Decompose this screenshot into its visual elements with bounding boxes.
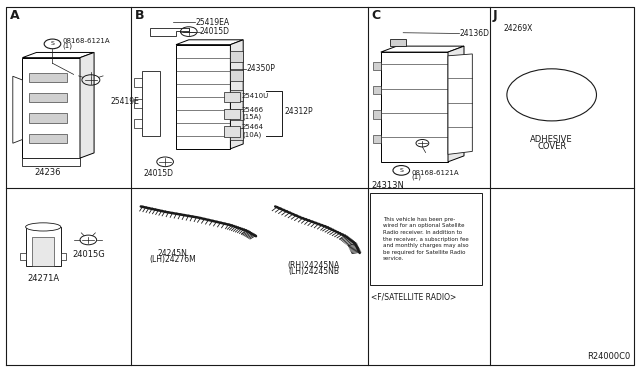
Bar <box>373 135 381 143</box>
Bar <box>230 90 243 101</box>
Text: 24271A: 24271A <box>28 274 60 283</box>
Text: 24313N: 24313N <box>371 181 404 190</box>
Text: (LH)24245NB: (LH)24245NB <box>288 267 339 276</box>
Polygon shape <box>22 158 80 166</box>
Polygon shape <box>13 76 22 143</box>
Bar <box>134 119 142 128</box>
Text: 24269X: 24269X <box>504 25 533 33</box>
Text: B: B <box>134 9 144 22</box>
Bar <box>20 253 26 260</box>
Text: This vehicle has been pre-
wired for an optional Satellite
Radio receiver. In ad: This vehicle has been pre- wired for an … <box>383 217 468 261</box>
Bar <box>230 51 243 62</box>
Bar <box>134 99 142 108</box>
Text: S: S <box>399 168 403 173</box>
FancyBboxPatch shape <box>224 126 240 137</box>
Text: (1): (1) <box>412 174 422 180</box>
Bar <box>373 62 381 70</box>
Text: S: S <box>51 41 54 46</box>
Bar <box>390 39 406 46</box>
Bar <box>373 86 381 94</box>
Bar <box>381 52 448 162</box>
FancyBboxPatch shape <box>224 92 240 102</box>
Text: A: A <box>10 9 19 22</box>
Bar <box>26 227 61 266</box>
Ellipse shape <box>26 223 61 231</box>
Text: 24136D: 24136D <box>460 29 490 38</box>
Text: R24000C0: R24000C0 <box>587 352 630 361</box>
Text: C: C <box>371 9 380 22</box>
Bar <box>230 70 243 81</box>
Polygon shape <box>80 52 94 158</box>
Text: J: J <box>493 9 497 22</box>
Polygon shape <box>448 46 464 162</box>
Polygon shape <box>176 40 243 45</box>
Text: 24245N: 24245N <box>158 249 188 258</box>
Text: <F/SATELLITE RADIO>: <F/SATELLITE RADIO> <box>371 292 456 301</box>
Bar <box>29 73 67 82</box>
Bar <box>176 45 230 149</box>
Bar <box>22 58 80 158</box>
Bar <box>134 78 142 87</box>
Bar <box>230 128 243 140</box>
Text: 25464
(10A): 25464 (10A) <box>242 124 264 138</box>
Text: ADHESIVE: ADHESIVE <box>531 135 573 144</box>
Text: 24350P: 24350P <box>246 64 275 73</box>
Text: 25410U: 25410U <box>242 93 269 99</box>
Polygon shape <box>381 46 464 52</box>
Bar <box>373 110 381 119</box>
Text: COVER: COVER <box>537 142 566 151</box>
Bar <box>29 93 67 102</box>
Polygon shape <box>22 52 94 58</box>
Text: 24312P: 24312P <box>285 107 314 116</box>
Text: 24015D: 24015D <box>200 27 230 36</box>
Text: 25419EA: 25419EA <box>195 18 229 27</box>
Text: 25466
(15A): 25466 (15A) <box>242 107 264 120</box>
Text: 24015D: 24015D <box>144 169 173 178</box>
Text: 25419E: 25419E <box>111 97 140 106</box>
Text: 24236: 24236 <box>35 168 61 177</box>
Bar <box>29 113 67 123</box>
Bar <box>370 193 482 285</box>
Bar <box>230 109 243 120</box>
Polygon shape <box>150 28 189 36</box>
Text: 08168-6121A: 08168-6121A <box>63 38 110 44</box>
FancyBboxPatch shape <box>224 109 240 119</box>
Text: (LH)24276M: (LH)24276M <box>149 255 196 264</box>
Bar <box>61 253 66 260</box>
Polygon shape <box>448 54 472 154</box>
Text: (RH)24245NA: (RH)24245NA <box>287 261 340 270</box>
Bar <box>32 237 54 266</box>
Polygon shape <box>230 40 243 149</box>
Circle shape <box>507 69 596 121</box>
Bar <box>29 134 67 143</box>
Text: (1): (1) <box>63 43 73 49</box>
Text: 24015G: 24015G <box>72 250 105 259</box>
Bar <box>142 71 160 136</box>
Text: 08168-6121A: 08168-6121A <box>412 170 459 176</box>
